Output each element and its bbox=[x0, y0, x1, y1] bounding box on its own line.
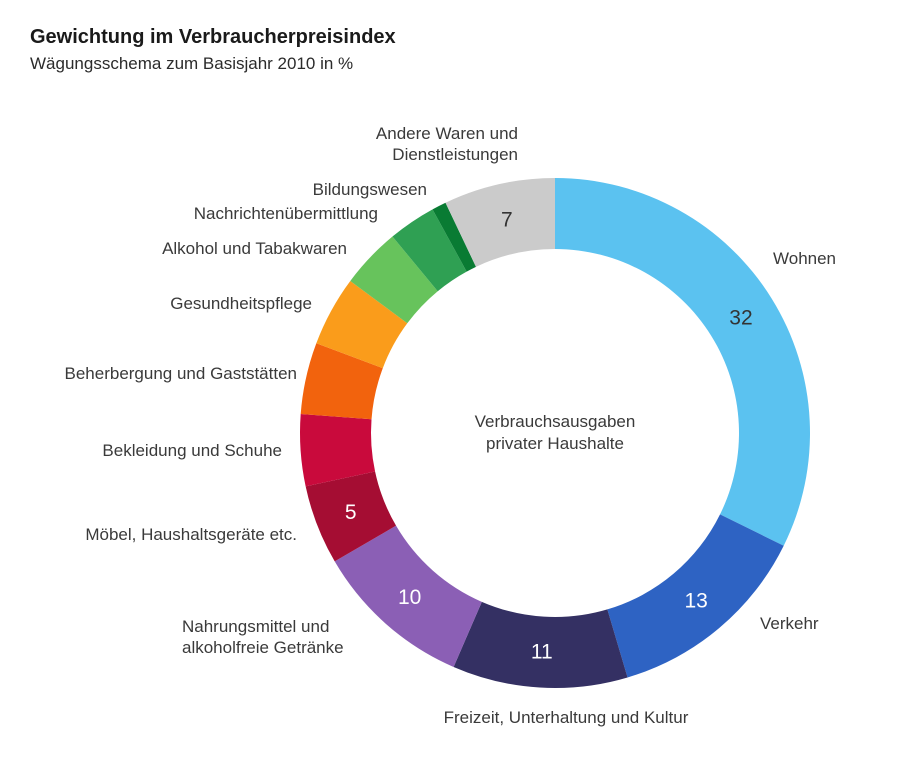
center-label-line2: privater Haushalte bbox=[486, 434, 624, 453]
segment-label-wohnen: Wohnen bbox=[773, 249, 837, 268]
segment-label-andere-waren: Andere Waren und Dienstleistungen bbox=[375, 124, 518, 164]
value-label-2: 11 bbox=[531, 641, 553, 664]
donut-segment-7 bbox=[316, 280, 408, 369]
segment-label-moebel-haushaltsgeraete: Möbel, Haushaltsgeräte etc. bbox=[85, 525, 297, 544]
donut-segment-6 bbox=[300, 343, 383, 420]
segment-label-freizeit-unterhaltung-kultur: Freizeit, Unterhaltung und Kultur bbox=[443, 708, 689, 727]
page-title: Gewichtung im Verbraucherpreisindex bbox=[30, 26, 396, 48]
donut-segment-4 bbox=[305, 471, 397, 562]
value-label-4: 5 bbox=[345, 501, 357, 524]
value-label-3: 10 bbox=[398, 586, 421, 609]
segment-label-gesundheitspflege: Gesundheitspflege bbox=[170, 294, 312, 313]
donut-segment-8 bbox=[350, 236, 438, 324]
segment-label-bildungswesen: Bildungswesen bbox=[312, 180, 427, 199]
donut-segment-10 bbox=[432, 202, 476, 272]
value-label-0: 32 bbox=[729, 306, 752, 329]
segment-label-nachrichtenuebermittlung: Nachrichtenübermittlung bbox=[193, 204, 378, 223]
page-subtitle: Wägungsschema zum Basisjahr 2010 in % bbox=[30, 54, 354, 73]
donut-segment-0 bbox=[555, 178, 811, 546]
segment-label-nahrungsmittel: Nahrungsmittel und alkoholfreie Getränke bbox=[182, 617, 344, 657]
segment-label-bekleidung-schuhe: Bekleidung und Schuhe bbox=[102, 441, 282, 460]
value-label-11: 7 bbox=[501, 208, 513, 231]
segment-label-alkohol-tabakwaren: Alkohol und Tabakwaren bbox=[162, 239, 347, 258]
segment-label-beherbergung-gaststaetten: Beherbergung und Gaststätten bbox=[64, 364, 298, 383]
donut-segment-3 bbox=[334, 525, 482, 667]
donut-segment-5 bbox=[300, 414, 376, 487]
chart-center-label: Verbrauchsausgaben privater Haushalte bbox=[475, 411, 636, 455]
center-label-line1: Verbrauchsausgaben bbox=[474, 412, 636, 431]
donut-segment-2 bbox=[453, 601, 628, 688]
value-label-1: 13 bbox=[685, 589, 708, 612]
donut-segment-11 bbox=[445, 178, 555, 267]
donut-segment-9 bbox=[392, 209, 467, 292]
segment-label-verkehr: Verkehr bbox=[760, 614, 819, 633]
donut-segment-1 bbox=[607, 514, 784, 678]
